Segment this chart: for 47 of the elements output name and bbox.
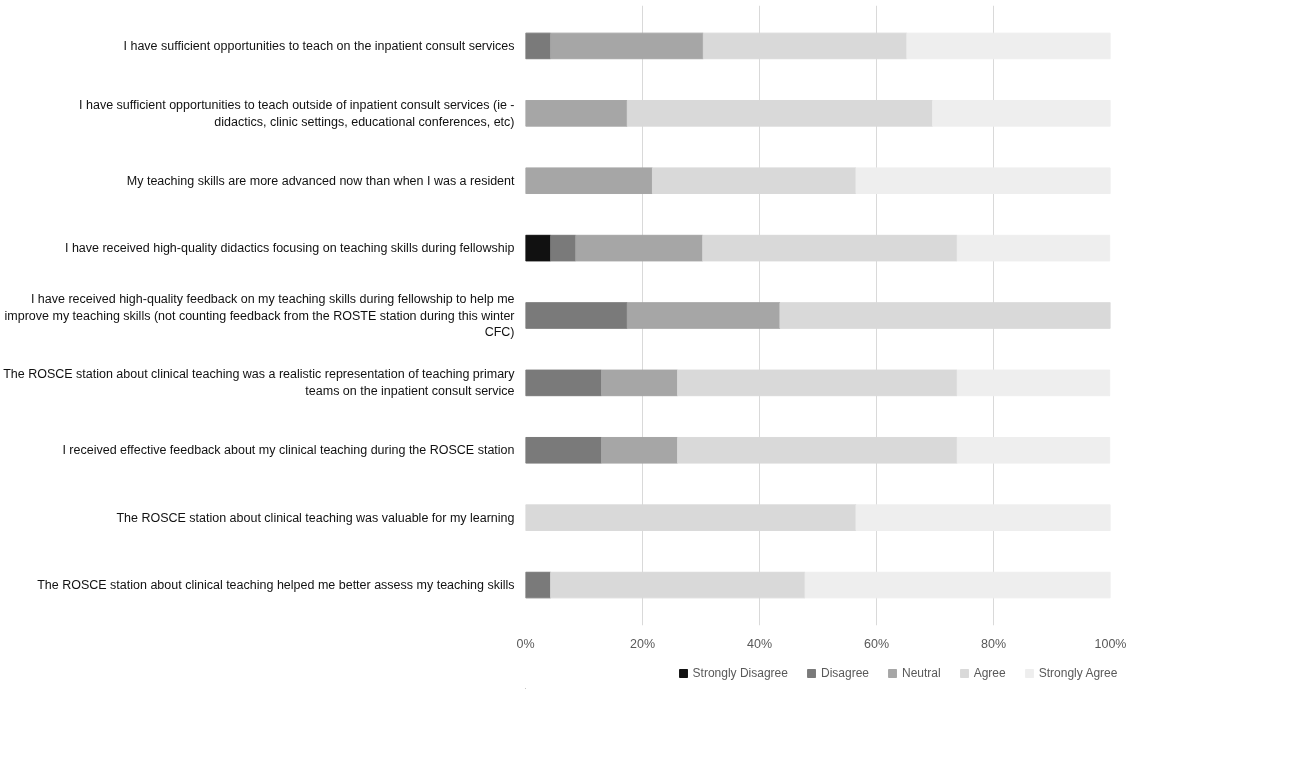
legend-label: Strongly Agree xyxy=(1038,666,1118,680)
bar xyxy=(677,436,958,464)
x-tick-label: 40% xyxy=(746,636,773,651)
y-tick-label: The ROSCE station about clinical teaching was valuable for my learning xyxy=(116,510,515,525)
y-tick-label: My teaching skills are more advanced now than when I was a resident xyxy=(126,173,516,188)
bar xyxy=(550,32,704,60)
y-tick-label: I have received high-quality feedback on my teaching skills during fellowship to help me improve my teaching skills (not counting feedback from the ROSTE station during this winter CFC) xyxy=(4,291,515,340)
bar xyxy=(525,167,653,195)
x-tick-label: 0% xyxy=(516,636,535,651)
legend-label: Agree xyxy=(973,666,1006,680)
bar xyxy=(525,369,603,397)
legend-label: Disagree xyxy=(820,666,869,680)
bar xyxy=(956,234,1111,262)
bar xyxy=(575,234,704,262)
bar xyxy=(525,234,552,262)
bar xyxy=(550,234,577,262)
bar xyxy=(525,32,552,60)
bar xyxy=(525,100,628,127)
bar xyxy=(855,167,1111,195)
legend-label: Neutral xyxy=(901,666,941,680)
bar xyxy=(626,302,781,329)
x-tick-label: 80% xyxy=(980,636,1007,651)
bar xyxy=(525,302,628,329)
bar xyxy=(525,436,603,464)
y-tick-label: I have received high-quality didactics focusing on teaching skills during fellowship xyxy=(64,241,515,256)
bar xyxy=(601,436,679,464)
y-tick-label: I have sufficient opportunities to teach outside of inpatient consult services (ie - didactics, clinic settings, educational conferences, etc) xyxy=(79,97,515,129)
bar xyxy=(804,571,1111,599)
bar xyxy=(677,369,958,397)
y-tick-label: The ROSCE station about clinical teaching helped me better assess my teaching skills xyxy=(37,578,515,593)
y-tick-label: I have sufficient opportunities to teach on the inpatient consult services xyxy=(123,38,515,53)
bar xyxy=(601,369,679,397)
legend-label: Strongly Disagree xyxy=(692,666,788,680)
x-tick-label: 60% xyxy=(863,636,890,651)
bar xyxy=(956,369,1111,397)
bar xyxy=(932,100,1111,127)
x-tick-label: 20% xyxy=(629,636,656,651)
bar xyxy=(906,32,1111,60)
y-tick-label: I received effective feedback about my clinical teaching during the ROSCE station xyxy=(62,443,515,458)
y-tick-label: The ROSCE station about clinical teaching was a realistic representation of teaching primary teams on the inpatient consult service xyxy=(3,367,516,399)
x-tick-label: 100% xyxy=(1094,636,1127,651)
bar xyxy=(702,234,958,262)
bar xyxy=(855,504,1111,531)
bar xyxy=(702,32,908,60)
bar xyxy=(651,167,857,195)
bar xyxy=(956,436,1111,464)
bar xyxy=(525,571,552,599)
